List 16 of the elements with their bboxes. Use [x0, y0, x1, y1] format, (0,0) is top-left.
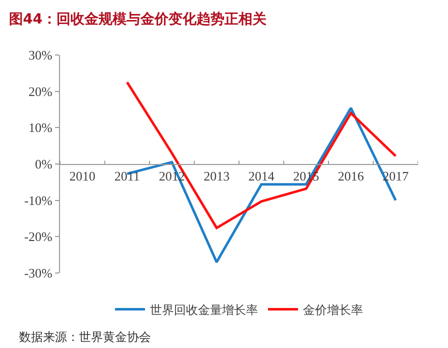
chart-title: 图44：回收金规模与金价变化趋势正相关 — [8, 10, 266, 28]
y-tick-label: -10% — [24, 192, 53, 208]
legend-label: 世界回收金量增长率 — [150, 302, 258, 317]
y-tick-label: 0% — [35, 156, 53, 172]
source-note: 数据来源：世界黄金协会 — [19, 330, 151, 344]
x-tick-label: 2014 — [248, 168, 275, 184]
y-tick-label: 20% — [28, 84, 53, 99]
legend-label: 金价增长率 — [303, 302, 363, 317]
y-tick-label: 30% — [28, 48, 53, 63]
y-tick-label: -30% — [24, 266, 53, 281]
y-tick-label: -20% — [24, 229, 53, 244]
x-tick-label: 2011 — [114, 168, 140, 184]
y-tick-label: 10% — [28, 120, 53, 136]
x-tick-label: 2016 — [338, 168, 364, 184]
x-tick-label: 2010 — [69, 168, 96, 184]
x-tick-label: 2013 — [204, 168, 230, 184]
